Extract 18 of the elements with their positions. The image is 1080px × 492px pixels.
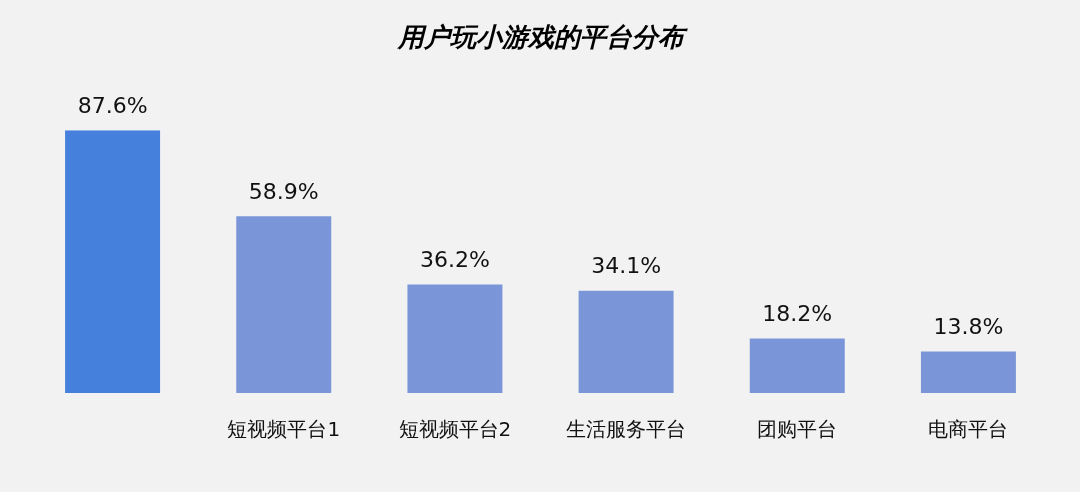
chart-title: 用户玩小游戏的平台分布 <box>395 22 688 53</box>
bar <box>65 130 161 393</box>
data-label: 58.9% <box>248 179 319 205</box>
data-label: 34.1% <box>591 253 662 279</box>
data-label: 13.8% <box>933 314 1004 340</box>
x-tick-label: 短视频平台2 <box>398 417 512 442</box>
bar <box>407 284 503 393</box>
bar <box>578 290 674 393</box>
bar <box>236 216 332 393</box>
x-tick-label: 生活服务平台 <box>566 417 687 442</box>
bar <box>920 351 1016 393</box>
data-label: 87.6% <box>77 92 148 118</box>
data-label: 36.2% <box>419 247 490 273</box>
x-tick-label: 团购平台 <box>757 417 838 442</box>
x-tick-label: 短视频平台1 <box>227 417 341 442</box>
x-tick-label: 电商平台 <box>928 417 1009 442</box>
data-label: 18.2% <box>762 301 833 327</box>
bar <box>749 338 845 393</box>
